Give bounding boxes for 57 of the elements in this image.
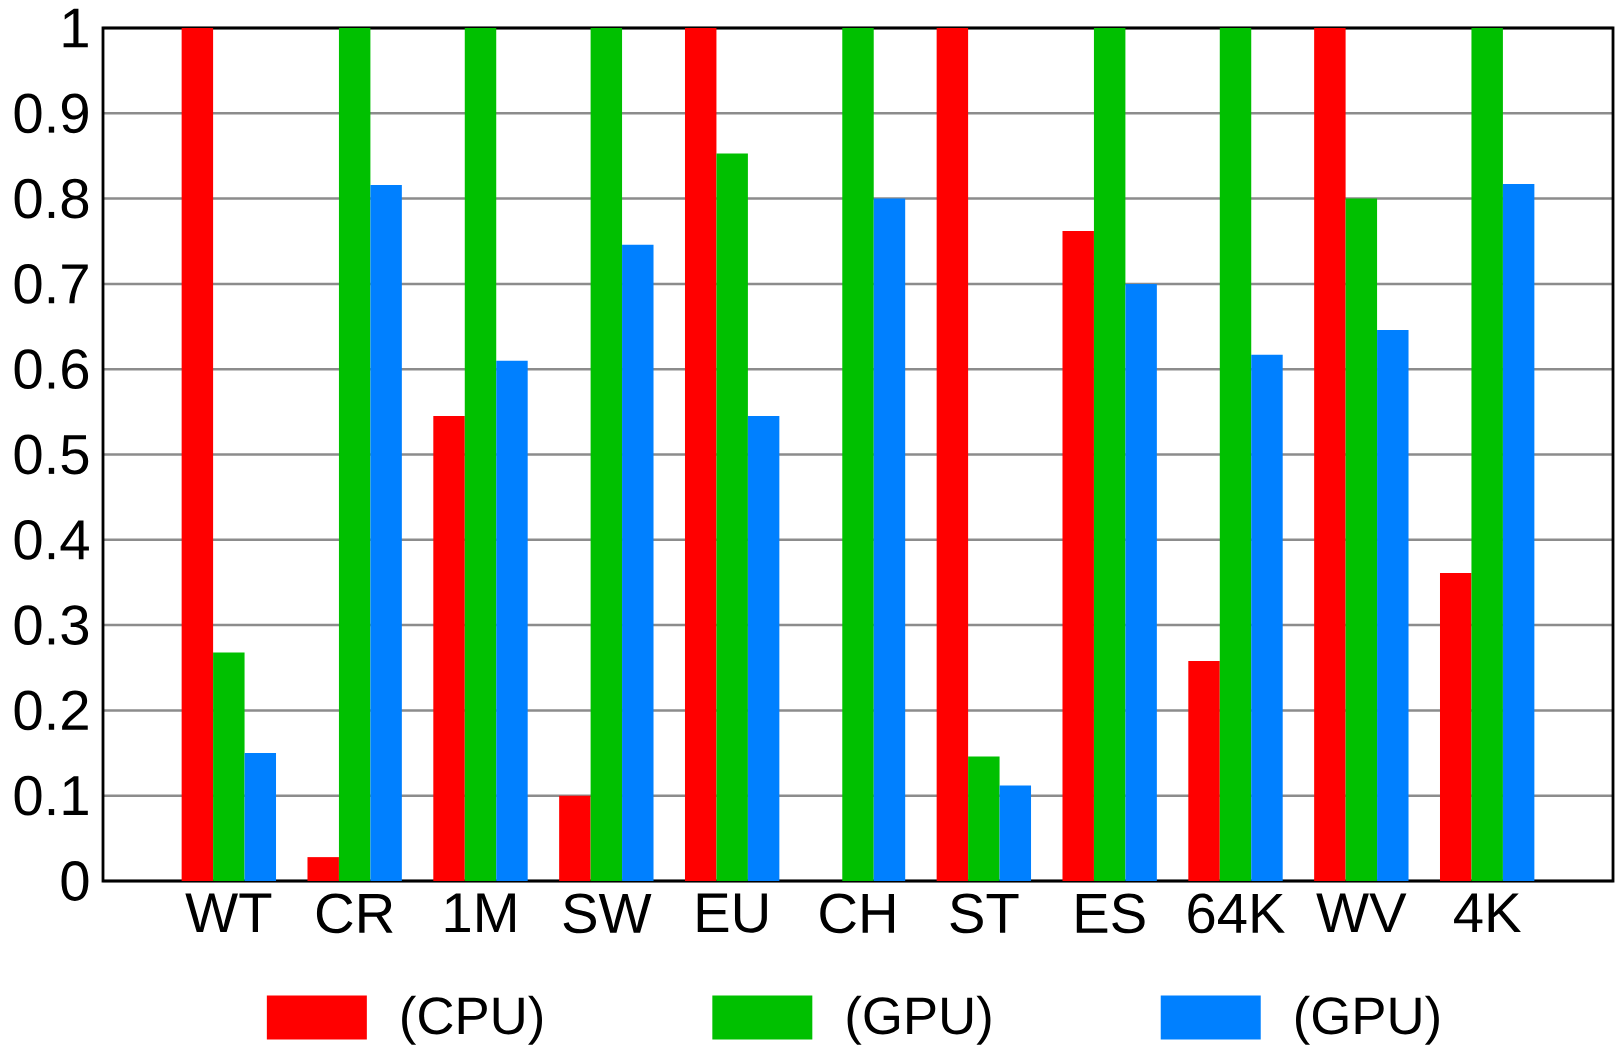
bar [370, 184, 402, 881]
y-tick-label: 0.9 [14, 93, 88, 134]
y-tick-label: 0.7 [14, 264, 88, 304]
bar [1062, 231, 1094, 881]
bar [338, 28, 371, 881]
bar [1377, 329, 1409, 881]
bar [999, 785, 1032, 881]
bar [622, 244, 654, 881]
bar [936, 28, 969, 881]
legend-label: (GPU) [847, 995, 991, 1045]
x-tick-label: CR [316, 893, 393, 934]
bar [1502, 184, 1535, 881]
y-tick-label: 0.3 [14, 605, 89, 646]
bar [496, 360, 528, 881]
bar [1471, 28, 1503, 881]
y-tick-label: 0.6 [14, 349, 89, 390]
y-tick-label: 0.2 [14, 690, 88, 731]
bar [873, 198, 906, 881]
y-tick-label: 0.4 [14, 519, 89, 560]
bar [1219, 28, 1252, 881]
bar [1188, 660, 1220, 881]
bar [244, 753, 277, 881]
bar [307, 857, 339, 881]
bar [464, 28, 497, 881]
bar [968, 756, 1000, 881]
x-tick-label: WV [1316, 893, 1407, 933]
bar [1251, 354, 1283, 881]
bar [181, 28, 214, 881]
bar [213, 652, 245, 881]
x-tick-label: 4K [1454, 893, 1521, 933]
legend-label: (GPU) [1296, 995, 1439, 1045]
x-tick-label: ES [1076, 893, 1145, 934]
bar [433, 416, 465, 881]
x-tick-label: 64K [1188, 893, 1285, 934]
bar [1125, 283, 1157, 881]
x-tick-label: SW [563, 893, 652, 934]
y-tick-label: 0 [61, 861, 89, 901]
y-tick-label: 1 [63, 8, 88, 48]
x-tick-label: WT [185, 893, 272, 933]
y-tick-label: 0.8 [14, 178, 89, 219]
y-tick-label: 0.5 [14, 434, 89, 475]
x-tick-label: ST [950, 893, 1019, 934]
legend-label: (CPU) [402, 995, 542, 1045]
bar [1093, 28, 1126, 881]
x-tick-label: 1M [445, 893, 515, 933]
bar [684, 28, 717, 881]
y-tick-label: 0.1 [14, 775, 88, 816]
bar [842, 28, 874, 881]
x-tick-label: CH [820, 893, 894, 934]
x-tick-label: EU [697, 893, 767, 933]
bar [747, 416, 780, 881]
bar [559, 795, 591, 881]
bar [1345, 198, 1378, 881]
bar [1314, 28, 1346, 881]
bar [1439, 573, 1472, 881]
bar [716, 153, 748, 881]
bar [590, 28, 623, 881]
